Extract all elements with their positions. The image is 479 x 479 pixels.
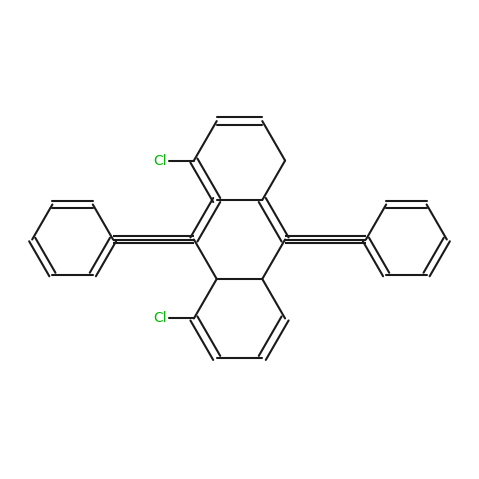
Text: Cl: Cl	[153, 311, 167, 325]
Text: Cl: Cl	[153, 154, 167, 168]
